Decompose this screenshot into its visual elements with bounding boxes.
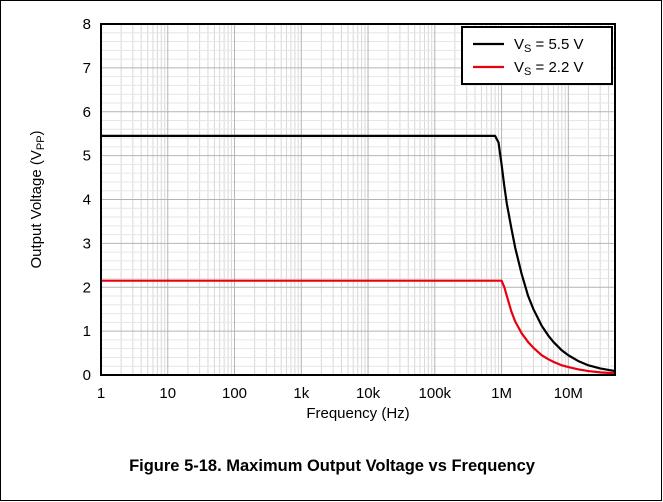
y-tick-label: 3 xyxy=(83,235,91,252)
y-axis-label: Output Voltage (VPP) xyxy=(28,130,47,268)
legend: VS = 5.5 V VS = 2.2 V xyxy=(461,26,613,85)
x-tick-label: 10 xyxy=(159,385,176,402)
y-tick-label: 5 xyxy=(83,148,91,165)
x-tick-label: 100k xyxy=(419,385,452,402)
figure-caption: Figure 5-18. Maximum Output Voltage vs F… xyxy=(129,457,535,475)
y-tick-label: 0 xyxy=(83,367,91,384)
x-tick-label: 1M xyxy=(491,385,512,402)
x-tick-label: 10k xyxy=(356,385,381,402)
y-tick-labels: 0 1 2 3 4 5 6 7 8 xyxy=(83,16,91,384)
series-line xyxy=(101,134,616,373)
y-tick-label: 8 xyxy=(83,16,91,33)
x-tick-label: 1 xyxy=(97,385,105,402)
legend-label: VS = 5.5 V xyxy=(514,36,583,55)
x-tick-label: 10M xyxy=(554,385,583,402)
legend-box xyxy=(461,26,613,85)
x-axis-label: Frequency (Hz) xyxy=(306,405,409,422)
y-tick-label: 4 xyxy=(83,192,91,209)
y-tick-label: 1 xyxy=(83,323,91,340)
y-tick-label: 7 xyxy=(83,60,91,77)
y-tick-label: 6 xyxy=(83,104,91,121)
series-line xyxy=(101,279,616,375)
x-tick-labels: 1 10 100 1k 10k 100k 1M 10M xyxy=(97,385,583,402)
series-layer xyxy=(101,134,616,375)
x-tick-label: 1k xyxy=(293,385,309,402)
legend-label: VS = 2.2 V xyxy=(514,59,583,78)
plot-area xyxy=(100,23,616,376)
y-tick-label: 2 xyxy=(83,279,91,296)
x-tick-label: 100 xyxy=(222,385,247,402)
